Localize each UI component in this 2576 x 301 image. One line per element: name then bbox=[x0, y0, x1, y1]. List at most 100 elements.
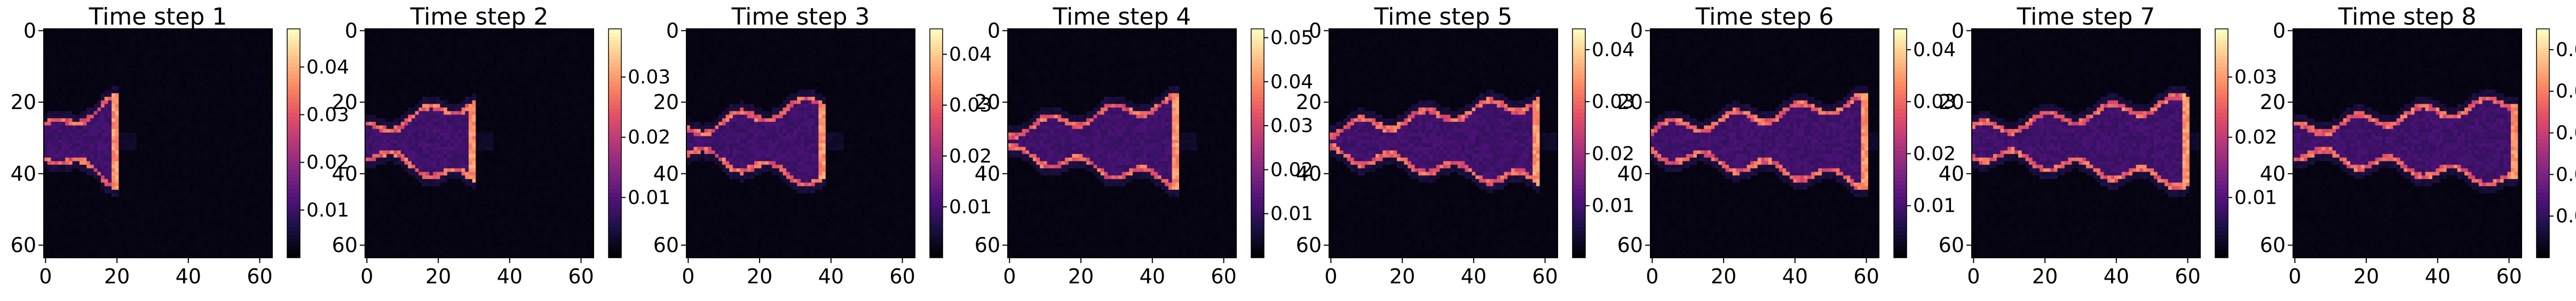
heatmap-cell bbox=[226, 118, 230, 122]
heatmap-cell bbox=[130, 133, 133, 136]
heatmap-cell bbox=[140, 133, 144, 136]
heatmap-cell bbox=[233, 183, 236, 187]
heatmap-cell bbox=[179, 47, 183, 50]
heatmap-cell bbox=[133, 150, 137, 154]
heatmap-cell bbox=[211, 150, 215, 154]
heatmap-cell bbox=[497, 47, 501, 50]
heatmap-cell bbox=[208, 158, 212, 161]
heatmap-cell bbox=[251, 172, 255, 176]
heatmap-cell bbox=[197, 143, 201, 147]
heatmap-cell bbox=[255, 168, 258, 172]
heatmap-cell bbox=[244, 183, 248, 187]
heatmap-cell bbox=[568, 50, 572, 54]
heatmap-cell bbox=[51, 165, 54, 168]
heatmap-cell bbox=[83, 140, 87, 143]
heatmap-cell bbox=[208, 197, 212, 200]
heatmap-cell bbox=[140, 186, 144, 190]
heatmap-cell bbox=[97, 126, 101, 129]
heatmap-cell bbox=[112, 72, 115, 75]
heatmap-cell bbox=[183, 133, 187, 136]
heatmap-cell bbox=[251, 179, 255, 183]
heatmap-cell bbox=[183, 168, 187, 172]
heatmap-cell bbox=[101, 36, 105, 40]
heatmap-cell bbox=[265, 136, 269, 140]
heatmap-cell bbox=[69, 251, 73, 254]
heatmap-cell bbox=[158, 86, 162, 90]
heatmap-cell bbox=[587, 33, 590, 36]
heatmap-cell bbox=[140, 222, 144, 226]
heatmap-cell bbox=[426, 33, 430, 36]
heatmap-cell bbox=[51, 58, 54, 61]
heatmap-cell bbox=[183, 107, 187, 111]
heatmap-cell bbox=[154, 115, 158, 119]
heatmap-cell bbox=[158, 147, 162, 151]
heatmap-cell bbox=[244, 168, 248, 172]
heatmap-cell bbox=[247, 122, 251, 126]
heatmap-cell bbox=[365, 40, 369, 43]
heatmap-cell bbox=[154, 233, 158, 236]
heatmap-cell bbox=[44, 43, 48, 47]
heatmap-cell bbox=[183, 197, 187, 200]
heatmap-cell bbox=[519, 50, 523, 54]
heatmap-cell bbox=[204, 126, 208, 129]
heatmap-cell bbox=[208, 161, 212, 165]
heatmap-cell bbox=[179, 197, 183, 200]
heatmap-cell bbox=[176, 158, 179, 161]
heatmap-cell bbox=[183, 240, 187, 244]
heatmap-cell bbox=[204, 233, 208, 236]
heatmap-cell bbox=[86, 61, 90, 65]
heatmap-cell bbox=[94, 79, 98, 83]
heatmap-cell bbox=[236, 72, 240, 75]
heatmap-cell bbox=[226, 33, 230, 36]
heatmap-cell bbox=[73, 251, 76, 254]
heatmap-cell bbox=[172, 186, 176, 190]
colorbar-segment bbox=[287, 33, 300, 37]
heatmap-cell bbox=[44, 33, 48, 36]
heatmap-cell bbox=[247, 79, 251, 83]
heatmap-cell bbox=[54, 207, 58, 211]
heatmap-cell bbox=[172, 190, 176, 194]
heatmap-cell bbox=[197, 240, 201, 244]
heatmap-cell bbox=[511, 36, 515, 40]
heatmap-cell bbox=[183, 122, 187, 126]
heatmap-cell bbox=[112, 165, 115, 168]
heatmap-cell bbox=[251, 115, 255, 119]
heatmap-cell bbox=[201, 251, 204, 254]
heatmap-cell bbox=[219, 251, 223, 254]
heatmap-cell bbox=[183, 101, 187, 104]
heatmap-cell bbox=[126, 79, 130, 83]
heatmap-cell bbox=[162, 72, 165, 75]
heatmap-cell bbox=[61, 143, 65, 147]
heatmap-cell bbox=[112, 190, 115, 194]
heatmap-cell bbox=[101, 158, 105, 161]
heatmap-cell bbox=[61, 118, 65, 122]
heatmap-cell bbox=[222, 226, 226, 229]
heatmap-cell bbox=[183, 47, 187, 50]
heatmap-cell bbox=[190, 54, 194, 58]
heatmap-cell bbox=[101, 58, 105, 61]
heatmap-cell bbox=[83, 86, 87, 90]
heatmap-cell bbox=[44, 115, 48, 119]
heatmap-cell bbox=[97, 200, 101, 204]
heatmap-cell bbox=[547, 36, 551, 40]
heatmap-cell bbox=[122, 168, 126, 172]
heatmap-cell bbox=[208, 147, 212, 151]
heatmap-cell bbox=[73, 197, 76, 200]
heatmap-cell bbox=[265, 90, 269, 94]
heatmap-cell bbox=[222, 129, 226, 133]
heatmap-cell bbox=[226, 82, 230, 86]
heatmap-cell bbox=[204, 190, 208, 194]
heatmap-cell bbox=[144, 118, 147, 122]
heatmap-cell bbox=[118, 86, 122, 90]
heatmap-cell bbox=[126, 97, 130, 101]
heatmap-cell bbox=[73, 211, 76, 215]
heatmap-cell bbox=[255, 247, 258, 251]
heatmap-cell bbox=[226, 207, 230, 211]
heatmap-cell bbox=[140, 40, 144, 43]
heatmap-cell bbox=[465, 36, 469, 40]
heatmap-cell bbox=[58, 143, 62, 147]
heatmap-cell bbox=[469, 36, 472, 40]
heatmap-cell bbox=[162, 133, 165, 136]
heatmap-cell bbox=[265, 61, 269, 65]
heatmap-cell bbox=[251, 222, 255, 226]
